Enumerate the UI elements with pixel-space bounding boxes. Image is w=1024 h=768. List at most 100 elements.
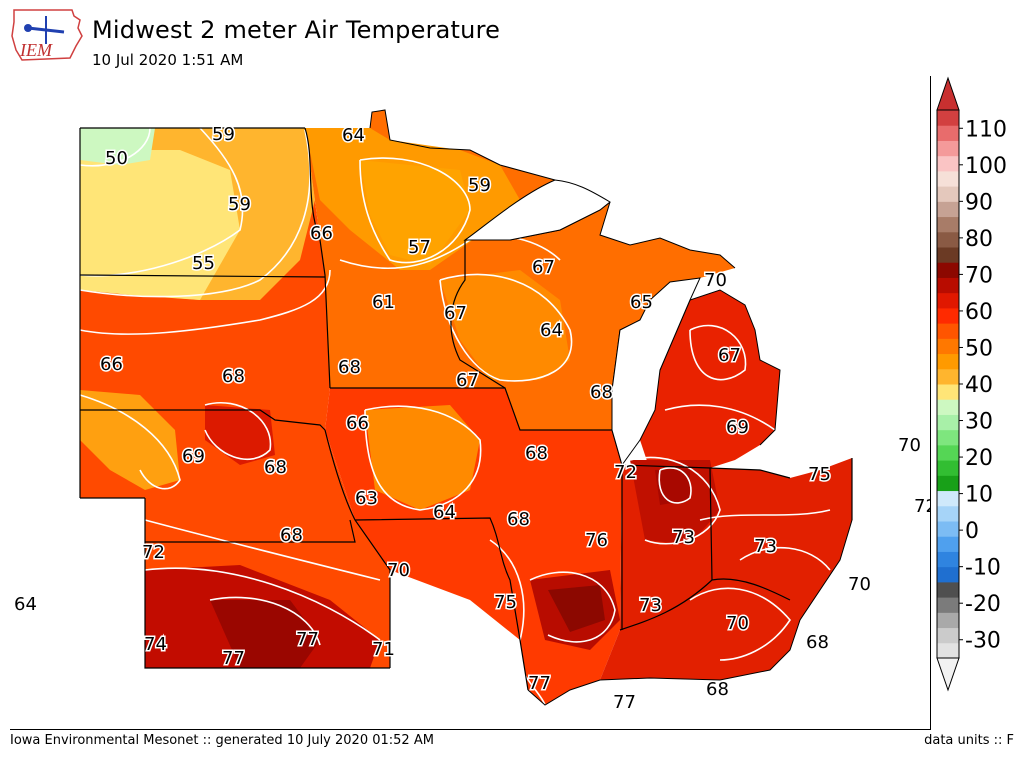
- colorbar-segment: [937, 414, 959, 431]
- colorbar-tick-label: 30: [965, 410, 993, 435]
- station-label: 70: [387, 560, 410, 581]
- station-label: 72: [614, 462, 637, 483]
- map-subtitle: 10 Jul 2020 1:51 AM: [92, 51, 244, 69]
- station-label: 67: [456, 370, 479, 391]
- station-label: 68: [590, 382, 613, 403]
- colorbar-segment: [937, 444, 959, 461]
- station-label: 59: [228, 194, 251, 215]
- temperature-colorbar: 110 100 90 80 70 60 50 40 30 20 10 0 -10 -20 -30: [934, 74, 1024, 694]
- colorbar-segment: [937, 368, 959, 385]
- station-label: 72: [142, 542, 165, 563]
- colorbar-segment: [937, 627, 959, 644]
- station-label: 63: [355, 488, 378, 509]
- colorbar-segment: [937, 429, 959, 446]
- colorbar-tick-label: 50: [965, 336, 993, 361]
- station-label: 73: [754, 536, 777, 557]
- station-label: 59: [212, 124, 235, 145]
- colorbar-segment: [937, 460, 959, 476]
- colorbar-segment: [937, 216, 959, 233]
- station-label: 71: [372, 639, 395, 660]
- colorbar-segment: [937, 536, 959, 552]
- colorbar-tick-label: 90: [965, 190, 993, 215]
- station-label: 61: [372, 292, 395, 313]
- colorbar-segment: [937, 247, 959, 263]
- colorbar-tick-label: 100: [965, 154, 1007, 179]
- station-label: 68: [264, 457, 287, 478]
- station-label: 68: [806, 632, 829, 653]
- station-label: 68: [280, 525, 303, 546]
- station-label: 64: [433, 502, 456, 523]
- station-labels: 59 64 50 59 59 66 57 55 67 70 61 65 67 6…: [14, 123, 930, 714]
- colorbar-tick-label: 80: [965, 227, 993, 252]
- colorbar-segment: [937, 551, 959, 568]
- station-label: 57: [408, 237, 431, 258]
- footer-units: data units :: F: [924, 733, 1014, 748]
- colorbar-segment: [937, 566, 959, 583]
- station-label: 64: [342, 125, 365, 146]
- station-label: 68: [706, 679, 729, 700]
- colorbar-segment: [937, 384, 959, 400]
- colorbar-segment: [937, 201, 959, 218]
- colorbar-segment: [937, 292, 959, 309]
- station-label: 69: [182, 446, 205, 467]
- station-label: 68: [222, 366, 245, 387]
- station-label: 74: [144, 634, 167, 655]
- station-label: 67: [532, 257, 555, 278]
- station-label-outside: 70: [898, 435, 921, 456]
- station-label: 67: [444, 303, 467, 324]
- map-title: Midwest 2 meter Air Temperature: [92, 16, 501, 44]
- station-label: 73: [672, 527, 695, 548]
- colorbar-segment: [937, 110, 959, 126]
- station-label: 69: [726, 417, 749, 438]
- colorbar-segment: [937, 490, 959, 507]
- station-label: 73: [639, 595, 662, 616]
- colorbar-tick-label: -20: [965, 592, 1001, 617]
- great-lakes: [463, 179, 701, 467]
- colorbar-tick-label: 70: [965, 263, 993, 288]
- station-label-outside: 72: [914, 496, 930, 517]
- station-label: 70: [726, 613, 749, 634]
- station-label: 55: [192, 253, 215, 274]
- colorbar-tick-label: 10: [965, 483, 993, 508]
- logo-text: IEM: [19, 40, 53, 60]
- station-label: 66: [310, 223, 333, 244]
- colorbar-segment: [937, 353, 959, 370]
- station-label: 66: [346, 413, 369, 434]
- colorbar-segment: [937, 475, 959, 492]
- station-label: 66: [100, 354, 123, 375]
- colorbar-tick-label: 110: [965, 117, 1007, 142]
- colorbar-tick-label: 60: [965, 300, 993, 325]
- station-label: 64: [540, 320, 563, 341]
- station-label-outside: 70: [848, 574, 871, 595]
- colorbar-segment: [937, 338, 959, 355]
- station-label: 68: [507, 509, 530, 530]
- station-label: 50: [105, 148, 128, 169]
- colorbar-segment: [937, 125, 959, 141]
- colorbar-segment: [937, 277, 959, 294]
- colorbar-segment: [937, 612, 959, 629]
- iem-logo: IEM: [8, 6, 84, 66]
- footer-credit: Iowa Environmental Mesonet :: generated …: [10, 733, 434, 748]
- station-label-outside: 64: [14, 594, 37, 615]
- station-label: 67: [718, 345, 741, 366]
- colorbar-segment: [937, 323, 959, 339]
- colorbar-segment: [937, 399, 959, 415]
- colorbar-tick-label: 40: [965, 373, 993, 398]
- colorbar-segment: [937, 505, 959, 522]
- colorbar-segment: [937, 231, 959, 248]
- colorbar-segment: [937, 521, 959, 537]
- station-label: 75: [494, 592, 517, 613]
- station-label: 68: [338, 357, 361, 378]
- colorbar-segment: [937, 155, 959, 172]
- map-area: 59 64 50 59 59 66 57 55 67 70 61 65 67 6…: [10, 76, 931, 730]
- colorbar-tick-label: 20: [965, 446, 993, 471]
- colorbar-segment: [937, 262, 959, 278]
- colorbar-min-arrow: [936, 657, 960, 692]
- station-label: 77: [528, 673, 551, 694]
- colorbar-tick-label: -10: [965, 556, 1001, 581]
- state-borders: [79, 127, 853, 691]
- station-label-outside: 77: [613, 692, 636, 713]
- station-label: 77: [222, 648, 245, 669]
- colorbar-segment: [937, 642, 959, 659]
